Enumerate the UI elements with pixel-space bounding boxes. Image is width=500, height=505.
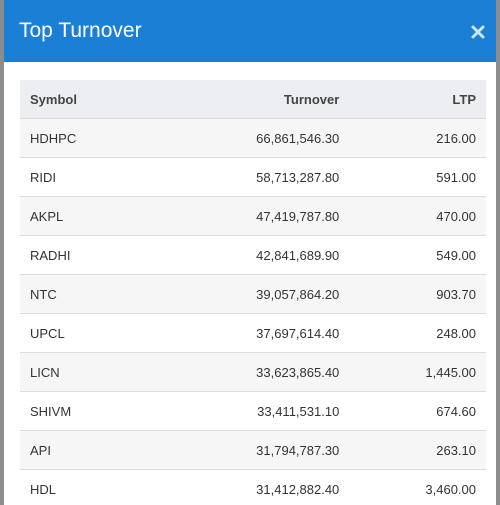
table-cell: 674.60 [349, 391, 486, 431]
table-cell: 58,713,287.80 [149, 157, 350, 197]
table-cell: 3,460.00 [349, 469, 486, 505]
table-cell: 37,697,614.40 [149, 313, 350, 353]
table-cell: 263.10 [349, 430, 486, 470]
table-row: SHIVM 33,411,531.10 674.60 [20, 391, 486, 431]
table-cell: SHIVM [20, 391, 150, 431]
table-cell: 31,412,882.40 [149, 469, 350, 505]
table-row: AKPL 47,419,787.80 470.00 [20, 196, 486, 236]
table-cell: 216.00 [349, 118, 486, 158]
close-button[interactable] [470, 24, 486, 40]
modal: Top Turnover Symbol Turnover LTP HDHPC 66,8… [4, 0, 496, 505]
table-cell: RIDI [20, 157, 150, 197]
table-row: LICN 33,623,865.40 1,445.00 [20, 352, 486, 392]
table-cell: NTC [20, 274, 150, 314]
table-row: HDHPC 66,861,546.30 216.00 [20, 118, 486, 158]
table-cell: 66,861,546.30 [149, 118, 350, 158]
modal-header: Top Turnover [4, 0, 496, 62]
table-cell: 33,623,865.40 [149, 352, 350, 392]
table-row: HDL 31,412,882.40 3,460.00 [20, 469, 486, 505]
table-cell: 42,841,689.90 [149, 235, 350, 275]
table-row: NTC 39,057,864.20 903.70 [20, 274, 486, 314]
column-header: Turnover [149, 80, 350, 119]
table-cell: HDHPC [20, 118, 150, 158]
table-cell: 39,057,864.20 [149, 274, 350, 314]
table-cell: LICN [20, 352, 150, 392]
table-cell: 903.70 [349, 274, 486, 314]
table-cell: API [20, 430, 150, 470]
turnover-table: Symbol Turnover LTP HDHPC 66,861,546.30 216.… [20, 80, 486, 505]
table-cell: UPCL [20, 313, 150, 353]
table-cell: 47,419,787.80 [149, 196, 350, 236]
table-row: API 31,794,787.30 263.10 [20, 430, 486, 470]
modal-title: Top Turnover [19, 19, 142, 42]
table-row: RIDI 58,713,287.80 591.00 [20, 157, 486, 197]
table-cell: 470.00 [349, 196, 486, 236]
table-row: UPCL 37,697,614.40 248.00 [20, 313, 486, 353]
column-header: LTP [349, 80, 486, 119]
table-row: RADHI 42,841,689.90 549.00 [20, 235, 486, 275]
table-cell: HDL [20, 469, 150, 505]
table-cell: AKPL [20, 196, 150, 236]
table-cell: 591.00 [349, 157, 486, 197]
table-cell: 549.00 [349, 235, 486, 275]
table-cell: 33,411,531.10 [149, 391, 350, 431]
header-row: Symbol Turnover LTP [20, 80, 486, 119]
table-cell: 248.00 [349, 313, 486, 353]
table-cell: 31,794,787.30 [149, 430, 350, 470]
table-cell: 1,445.00 [349, 352, 486, 392]
table-cell: RADHI [20, 235, 150, 275]
column-header: Symbol [20, 80, 150, 119]
